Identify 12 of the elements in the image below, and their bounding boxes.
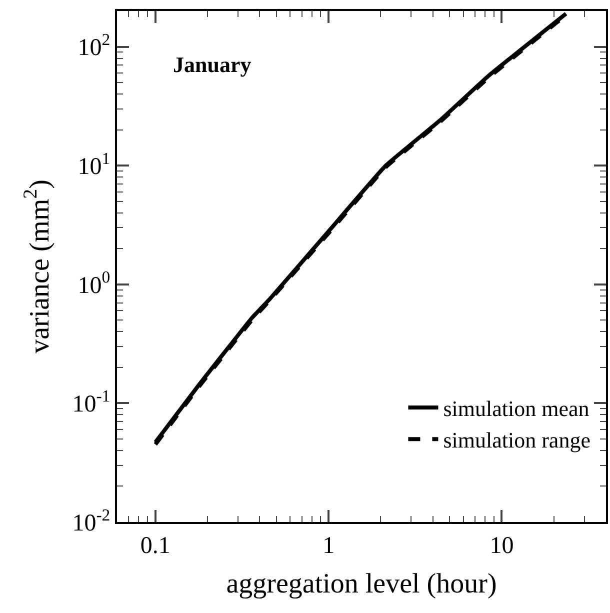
x-axis-title: aggregation level (hour) [226, 568, 497, 600]
y-tick-label: 10$^{1}$ [78, 148, 110, 180]
y-tick-label: 10$^{2}$ [78, 30, 110, 62]
x-tick-label: 0.1 [140, 532, 170, 559]
y-tick-label: 10$^{0}$ [78, 268, 110, 299]
annotation: January [173, 52, 252, 77]
y-tick-label: 10$^{-2}$ [72, 505, 110, 536]
y-tick-label: 10$^{-1}$ [72, 386, 110, 418]
legend-label: simulation mean [443, 396, 590, 422]
legend-label: simulation range [443, 428, 590, 453]
x-tick-label: 10 [490, 532, 514, 559]
x-tick-label: 1 [322, 532, 335, 559]
